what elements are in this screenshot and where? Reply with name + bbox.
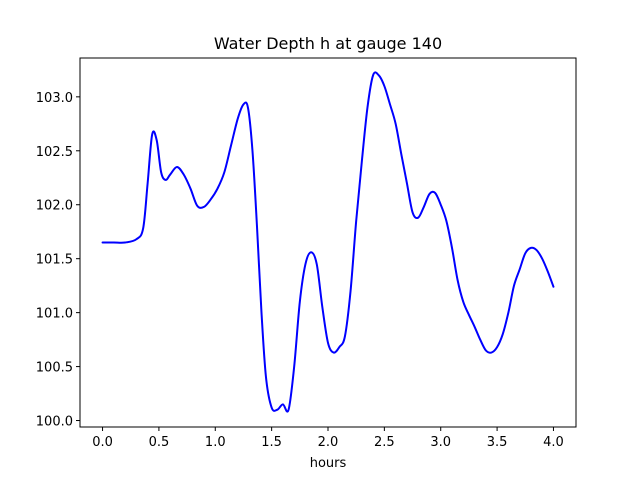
y-tick-label: 100.5 — [36, 361, 73, 376]
x-tick-label: 2.0 — [318, 435, 339, 450]
x-tick-label: 3.5 — [487, 435, 508, 450]
x-tick-label: 2.5 — [374, 435, 395, 450]
x-tick-label: 3.0 — [430, 435, 451, 450]
plot-area — [101, 71, 555, 413]
x-axis-label: hours — [310, 456, 347, 471]
x-axis-ticks: 0.0 0.5 1.0 1.5 2.0 2.5 3.0 3.5 4.0 — [92, 427, 564, 450]
y-tick-label: 103.0 — [36, 91, 73, 106]
y-tick-label: 102.5 — [36, 145, 73, 160]
series-line — [101, 71, 555, 413]
x-tick-label: 1.0 — [205, 435, 226, 450]
y-tick-label: 102.0 — [36, 199, 73, 214]
x-tick-label: 1.5 — [261, 435, 282, 450]
x-tick-label: 0.0 — [92, 435, 113, 450]
y-tick-label: 100.0 — [36, 415, 73, 430]
x-tick-label: 0.5 — [149, 435, 170, 450]
axes-frame — [79, 57, 577, 428]
y-tick-label: 101.0 — [36, 307, 73, 322]
x-tick-label: 4.0 — [543, 435, 564, 450]
y-tick-label: 101.5 — [36, 253, 73, 268]
y-axis-ticks: 100.0 100.5 101.0 101.5 102.0 102.5 103.0 — [36, 91, 80, 430]
chart-title: Water Depth h at gauge 140 — [214, 34, 442, 53]
